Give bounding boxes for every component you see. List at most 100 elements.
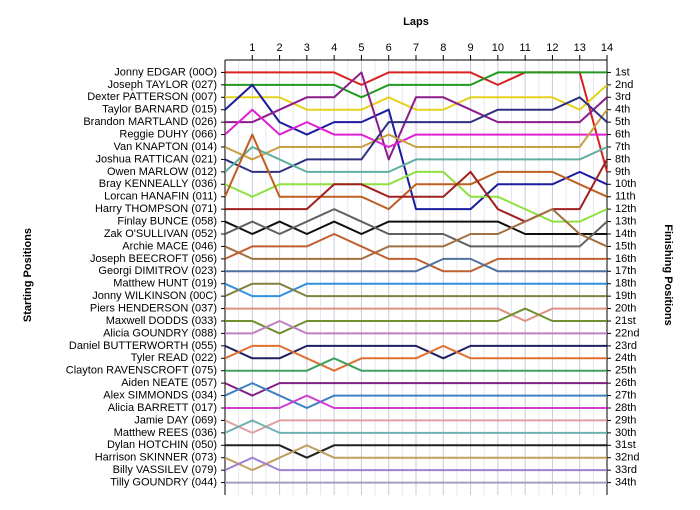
driver-label: Matthew HUNT (019) xyxy=(113,278,217,290)
driver-label: Owen MARLOW (012) xyxy=(107,166,217,178)
driver-line xyxy=(224,344,607,372)
driver-line xyxy=(224,83,608,211)
driver-line xyxy=(225,307,607,322)
x-tick-label: 9 xyxy=(468,42,474,54)
x-tick-label: 10 xyxy=(492,42,504,54)
driver-line xyxy=(224,96,608,173)
driver-label: Van KNAPTON (014) xyxy=(113,141,217,153)
y2-tick-label: 9th xyxy=(615,166,630,178)
driver-label: Matthew REES (036) xyxy=(114,427,217,439)
driver-label: Aiden NEATE (057) xyxy=(121,377,217,389)
x-tick-label: 12 xyxy=(546,42,558,54)
driver-label: Joshua RATTICAN (021) xyxy=(96,153,217,165)
x-tick-label: 6 xyxy=(386,42,392,54)
x-tick-label: 13 xyxy=(574,42,586,54)
driver-line xyxy=(225,394,607,409)
driver-line xyxy=(224,233,607,273)
y2-tick-label: 1st xyxy=(615,66,630,78)
driver-line xyxy=(224,146,608,173)
y2-tick-label: 29th xyxy=(615,414,636,426)
y2-tick-label: 34th xyxy=(615,476,636,488)
driver-label: Joseph TAYLOR (027) xyxy=(108,79,217,91)
driver-label: Joseph BEECROFT (056) xyxy=(90,253,217,265)
driver-label: Alicia BARRETT (017) xyxy=(108,402,217,414)
x-tick-label: 8 xyxy=(440,42,446,54)
x-tick-label: 1 xyxy=(249,42,255,54)
y2-tick-label: 31st xyxy=(615,439,636,451)
y2-tick-label: 14th xyxy=(615,228,636,240)
driver-line xyxy=(224,419,607,434)
driver-line xyxy=(224,208,608,248)
y2-tick-label: 4th xyxy=(615,104,630,116)
y2-tick-label: 23rd xyxy=(615,340,637,352)
driver-label: Bray KENNEALLY (036) xyxy=(99,178,217,190)
driver-line xyxy=(225,357,607,372)
driver-label: Clayton RAVENSCROFT (075) xyxy=(66,365,217,377)
driver-line xyxy=(225,71,607,99)
driver-line xyxy=(225,257,607,273)
driver-line xyxy=(224,282,607,298)
y2-tick-label: 27th xyxy=(615,389,636,401)
x-tick-label: 11 xyxy=(519,42,530,54)
driver-line xyxy=(224,456,607,472)
chart-title: Laps xyxy=(403,16,429,28)
y2-tick-label: 33rd xyxy=(615,464,637,476)
y2-tick-label: 19th xyxy=(615,290,636,302)
driver-line xyxy=(224,208,608,260)
driver-label: Jonny EDGAR (00O) xyxy=(114,66,217,78)
driver-label: Alex SIMMONDS (034) xyxy=(103,389,217,401)
driver-label: Archie MACE (046) xyxy=(122,240,217,252)
y2-tick-label: 3rd xyxy=(615,91,631,103)
driver-line xyxy=(224,444,607,472)
y2-tick-label: 18th xyxy=(615,278,636,290)
y2-tick-label: 20th xyxy=(615,302,636,314)
x-tick-label: 2 xyxy=(277,42,283,54)
driver-line xyxy=(225,307,607,335)
driver-label: Daniel BUTTERWORTH (055) xyxy=(69,340,217,352)
driver-label: Tyler READ (022) xyxy=(131,352,217,364)
y2-tick-label: 6th xyxy=(615,128,630,140)
driver-line xyxy=(224,133,608,211)
driver-line xyxy=(224,382,607,397)
driver-label: Lorcan HANAFIN (011) xyxy=(104,191,217,203)
y2-tick-label: 25th xyxy=(615,365,636,377)
driver-label: Jonny WILKINSON (00C) xyxy=(92,290,217,302)
series-lines xyxy=(224,71,608,484)
y2-tick-label: 21st xyxy=(615,315,636,327)
y2-tick-label: 28th xyxy=(615,402,636,414)
driver-label: Tilly GOUNDRY (044) xyxy=(110,476,217,488)
driver-label: Dylan HOTCHIN (050) xyxy=(107,439,217,451)
driver-label: Taylor BARNARD (015) xyxy=(102,104,217,116)
driver-label: Piers HENDERSON (037) xyxy=(90,302,217,314)
driver-label: Jamie DAY (069) xyxy=(134,414,217,426)
y2-tick-label: 32nd xyxy=(615,452,639,464)
y2-tick-label: 5th xyxy=(615,116,630,128)
driver-line xyxy=(224,170,608,223)
y2-tick-label: 10th xyxy=(615,178,636,190)
y2-tick-label: 16th xyxy=(615,253,636,265)
driver-line xyxy=(225,84,608,111)
driver-line xyxy=(225,320,607,335)
y2-tick-label: 30th xyxy=(615,427,636,439)
y2-tick-label: 12th xyxy=(615,203,636,215)
driver-label: Billy VASSILEV (079) xyxy=(113,464,217,476)
driver-label: Reggie DUHY (066) xyxy=(119,128,217,140)
driver-line xyxy=(225,71,608,161)
driver-line xyxy=(224,344,607,360)
driver-line xyxy=(224,220,607,235)
y2-tick-label: 17th xyxy=(615,265,636,277)
driver-line xyxy=(224,108,607,148)
y2-tick-label: 2nd xyxy=(615,79,633,91)
y2-tick-label: 15th xyxy=(615,240,636,252)
driver-label: Zak O'SULLIVAN (052) xyxy=(104,228,217,240)
driver-label: Harrison SKINNER (073) xyxy=(95,452,217,464)
x-tick-label: 3 xyxy=(304,42,310,54)
x-tick-label: 7 xyxy=(413,42,419,54)
x-tick-label: 5 xyxy=(358,42,364,54)
y-axis-label: Starting Positions xyxy=(22,228,34,322)
driver-label: Finlay BUNCE (058) xyxy=(117,215,217,227)
driver-label: Georgi DIMITROV (023) xyxy=(98,265,217,277)
driver-line xyxy=(224,382,607,409)
y2-tick-label: 26th xyxy=(615,377,636,389)
